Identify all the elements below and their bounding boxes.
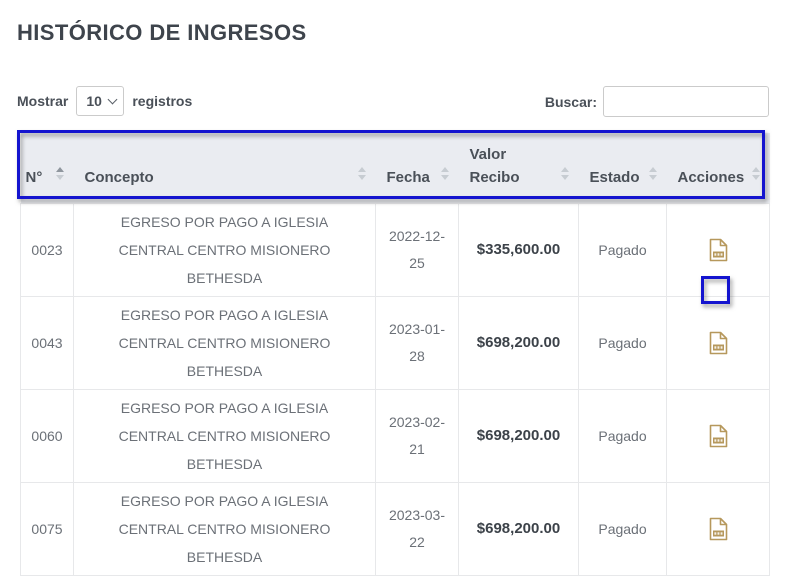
cell-numero: 0075 (20, 481, 74, 576)
column-header-concepto[interactable]: Concepto (73, 133, 376, 203)
page-title: HISTÓRICO DE INGRESOS (17, 20, 307, 45)
cell-fecha: 2023-01-28 (375, 295, 459, 390)
column-header-fecha[interactable]: Fecha (375, 133, 459, 203)
table-row: 0023 EGRESO POR PAGO A IGLESIA CENTRAL C… (20, 202, 770, 297)
search-label: Buscar: (544, 93, 597, 110)
sort-arrows-icon (648, 167, 658, 180)
sort-arrows-icon (357, 167, 367, 180)
table-controls: Mostrar 10 registros Buscar: (17, 86, 769, 118)
document-receipt-icon[interactable] (709, 424, 728, 448)
document-receipt-icon[interactable] (709, 331, 728, 355)
sort-arrows-icon (560, 167, 570, 180)
cell-valor-recibo: $698,200.00 (458, 388, 579, 483)
search-input[interactable] (603, 86, 769, 117)
cell-numero: 0043 (20, 295, 74, 390)
cell-estado: Pagado (578, 202, 667, 297)
cell-estado: Pagado (578, 388, 667, 483)
cell-concepto: EGRESO POR PAGO A IGLESIA CENTRAL CENTRO… (73, 388, 376, 483)
search-control: Buscar: (545, 86, 769, 117)
table-row: 0075 EGRESO POR PAGO A IGLESIA CENTRAL C… (20, 481, 770, 576)
page-length-value: 10 (86, 93, 102, 109)
cell-numero: 0023 (20, 202, 74, 297)
registros-label: registros (132, 93, 193, 109)
cell-concepto: EGRESO POR PAGO A IGLESIA CENTRAL CENTRO… (73, 202, 376, 297)
show-label: Mostrar (17, 93, 69, 109)
ingresos-table: N° Concepto Fecha Valor Recibo (20, 133, 770, 576)
page-length-select[interactable]: 10 (76, 86, 125, 116)
cell-valor-recibo: $698,200.00 (458, 481, 579, 576)
cell-valor-recibo: $335,600.00 (458, 202, 579, 297)
table-header-row: N° Concepto Fecha Valor Recibo (20, 133, 770, 203)
cell-acciones (666, 481, 770, 576)
cell-valor-recibo: $698,200.00 (458, 295, 579, 390)
column-header-numero[interactable]: N° (20, 133, 74, 203)
cell-fecha: 2022-12-25 (375, 202, 459, 297)
sort-arrows-icon (751, 167, 761, 180)
sort-arrows-icon (440, 167, 450, 180)
sort-arrows-icon (55, 167, 65, 180)
cell-acciones (666, 388, 770, 483)
document-receipt-icon[interactable] (709, 238, 728, 262)
column-header-acciones[interactable]: Acciones (666, 133, 770, 203)
cell-concepto: EGRESO POR PAGO A IGLESIA CENTRAL CENTRO… (73, 481, 376, 576)
cell-estado: Pagado (578, 481, 667, 576)
cell-estado: Pagado (578, 295, 667, 390)
column-header-valor-recibo[interactable]: Valor Recibo (458, 133, 579, 203)
table-row: 0043 EGRESO POR PAGO A IGLESIA CENTRAL C… (20, 295, 770, 390)
chevron-down-icon (107, 94, 118, 104)
page-length-control: Mostrar 10 registros (17, 86, 192, 116)
cell-acciones (666, 202, 770, 297)
cell-numero: 0060 (20, 388, 74, 483)
column-header-estado[interactable]: Estado (578, 133, 667, 203)
cell-acciones (666, 295, 770, 390)
document-receipt-icon[interactable] (709, 517, 728, 541)
historico-ingresos-page: HISTÓRICO DE INGRESOS Mostrar 10 registr… (17, 20, 770, 576)
cell-fecha: 2023-02-21 (375, 388, 459, 483)
table-row: 0060 EGRESO POR PAGO A IGLESIA CENTRAL C… (20, 388, 770, 483)
cell-fecha: 2023-03-22 (375, 481, 459, 576)
cell-concepto: EGRESO POR PAGO A IGLESIA CENTRAL CENTRO… (73, 295, 376, 390)
